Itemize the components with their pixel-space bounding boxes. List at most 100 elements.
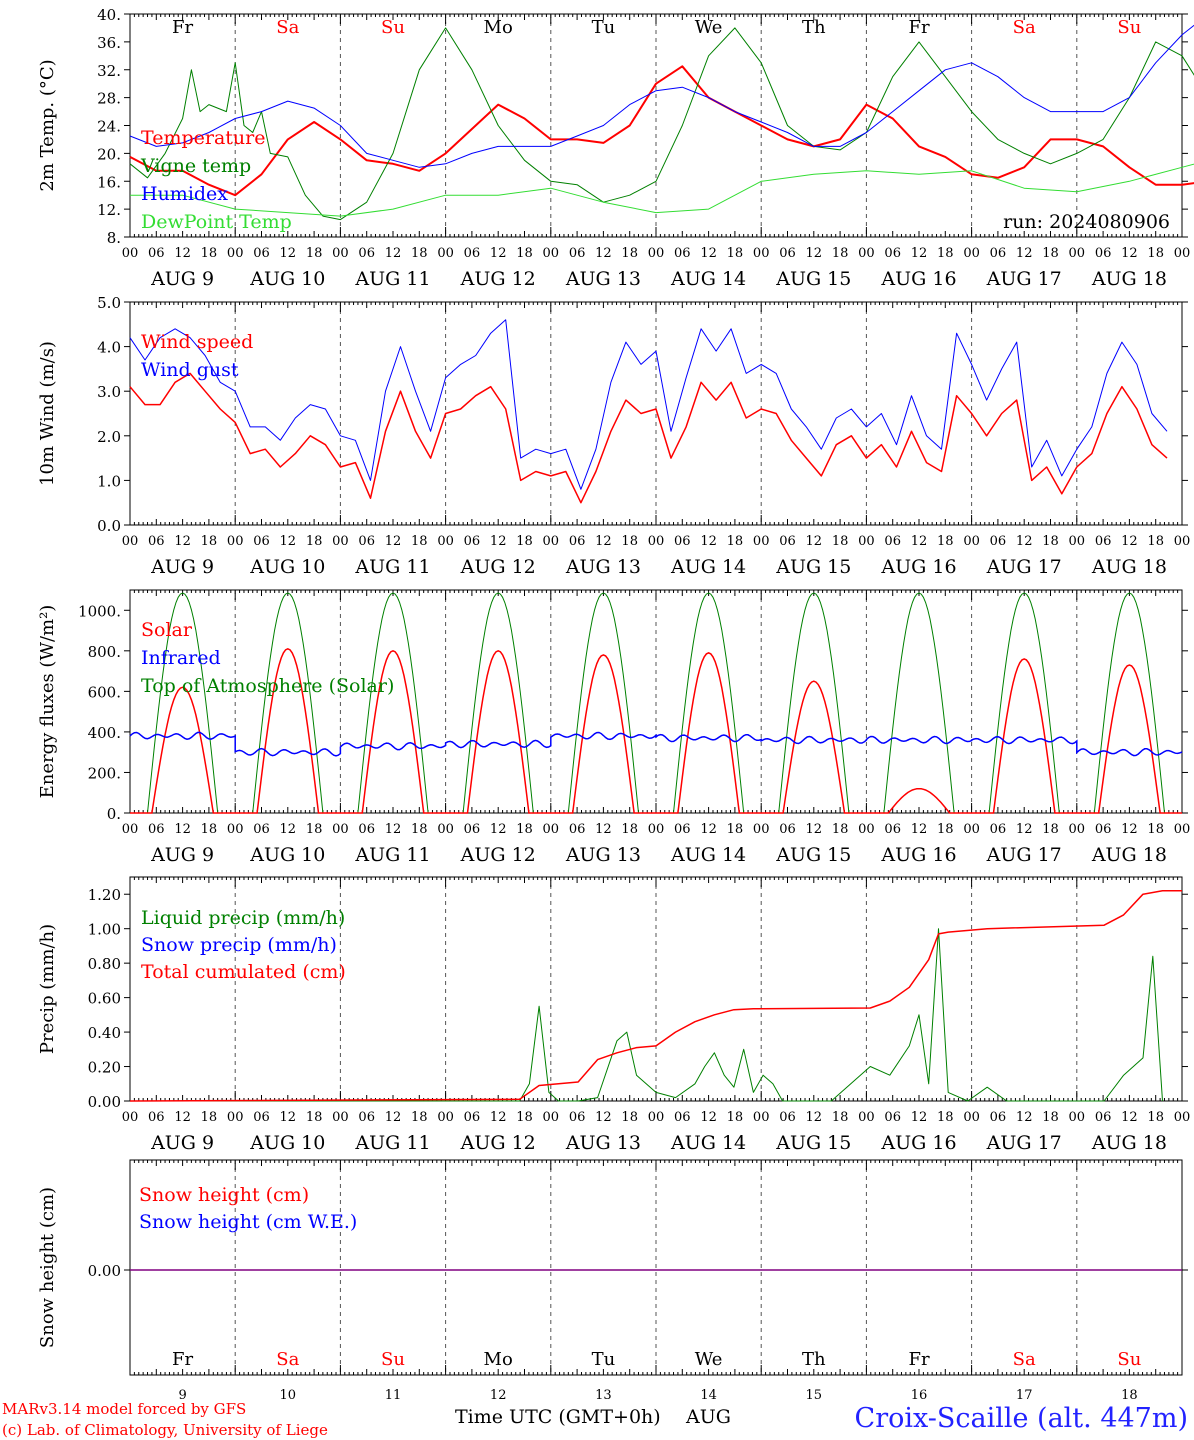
x-tick-label: 06 <box>884 534 901 549</box>
day-number-label: 16 <box>911 1388 928 1403</box>
x-tick-label: 06 <box>148 1110 165 1125</box>
date-label: AUG 13 <box>565 1132 641 1154</box>
x-tick-label: 00 <box>753 1110 770 1125</box>
y-tick-label: 24. <box>97 118 121 136</box>
x-tick-label: 06 <box>779 822 796 837</box>
x-tick-label: 00 <box>437 1110 454 1125</box>
weekday-label: Tu <box>592 17 616 38</box>
date-label: AUG 15 <box>775 1132 851 1154</box>
y-tick-label: 0.80 <box>88 955 121 973</box>
date-label: AUG 12 <box>460 556 536 578</box>
x-tick-label: 06 <box>779 1110 796 1125</box>
x-tick-label: 12 <box>490 534 507 549</box>
x-tick-label: 18 <box>727 1110 744 1125</box>
credit-line-1: MARv3.14 model forced by GFS <box>2 1400 246 1418</box>
series-temperature <box>129 65 1194 197</box>
x-tick-label: 18 <box>306 822 323 837</box>
y-tick-label: 28. <box>97 90 121 108</box>
x-tick-label: 12 <box>911 822 928 837</box>
date-label: AUG 17 <box>986 556 1062 578</box>
legend-item: Wind speed <box>141 331 253 353</box>
legend-item: Vigne temp <box>140 155 251 177</box>
x-tick-label: 00 <box>122 246 139 261</box>
run-label: run: 2024080906 <box>1003 211 1170 233</box>
x-tick-label: 12 <box>806 534 823 549</box>
x-tick-label: 06 <box>990 534 1007 549</box>
y-axis-label: Energy fluxes (W/m²) <box>37 605 58 799</box>
x-tick-label: 18 <box>1042 1110 1059 1125</box>
y-tick-label: 0.00 <box>88 1093 121 1111</box>
x-tick-label: 12 <box>174 1110 191 1125</box>
weekday-label: Su <box>381 17 405 38</box>
x-tick-label: 18 <box>621 1110 638 1125</box>
date-label: AUG 11 <box>354 844 430 866</box>
y-axis-label: Snow height (cm) <box>37 1187 58 1348</box>
x-tick-label: 18 <box>201 534 218 549</box>
x-tick-label: 12 <box>1121 1110 1138 1125</box>
x-tick-label: 00 <box>227 246 244 261</box>
x-tick-label: 12 <box>385 534 402 549</box>
day-number-label: 14 <box>700 1388 717 1403</box>
x-tick-label: 18 <box>411 822 428 837</box>
y-tick-label: 0.60 <box>88 990 121 1008</box>
date-label: AUG 16 <box>880 556 956 578</box>
x-tick-label: 18 <box>516 534 533 549</box>
x-tick-label: 00 <box>963 246 980 261</box>
legend-item: Humidex <box>141 183 228 205</box>
series-liquid-precip-mm-h- <box>130 928 1163 1102</box>
x-tick-label: 12 <box>1121 822 1138 837</box>
x-tick-label: 06 <box>253 246 270 261</box>
y-tick-label: 5.0 <box>97 294 121 312</box>
x-tick-label: 00 <box>1174 534 1191 549</box>
x-tick-label: 18 <box>516 822 533 837</box>
date-label: AUG 15 <box>775 268 851 290</box>
x-axis-title: Time UTC (GMT+0h) <box>455 1406 661 1428</box>
y-tick-label: 40. <box>97 6 121 24</box>
x-tick-label: 18 <box>411 534 428 549</box>
weekday-label: Fr <box>172 17 193 38</box>
y-tick-label: 0. <box>107 805 121 823</box>
date-label: AUG 16 <box>880 1132 956 1154</box>
x-tick-label: 06 <box>358 246 375 261</box>
weekday-label: Mo <box>484 1349 513 1370</box>
x-tick-label: 00 <box>122 1110 139 1125</box>
x-tick-label: 12 <box>280 822 297 837</box>
x-tick-label: 18 <box>306 534 323 549</box>
x-tick-label: 18 <box>832 1110 849 1125</box>
x-tick-label: 00 <box>543 1110 560 1125</box>
legend-item: Snow height (cm) <box>139 1184 309 1206</box>
x-tick-label: 12 <box>806 1110 823 1125</box>
credit-line-2: (c) Lab. of Climatology, University of L… <box>2 1421 328 1439</box>
date-label: AUG 18 <box>1091 556 1167 578</box>
x-tick-label: 06 <box>884 822 901 837</box>
date-label: AUG 9 <box>150 1132 214 1154</box>
y-tick-label: 20. <box>97 145 121 163</box>
x-tick-label: 00 <box>963 1110 980 1125</box>
date-label: AUG 10 <box>249 1132 325 1154</box>
x-tick-label: 00 <box>648 246 665 261</box>
x-tick-label: 12 <box>595 534 612 549</box>
x-tick-label: 00 <box>858 822 875 837</box>
x-tick-label: 06 <box>464 822 481 837</box>
x-tick-label: 00 <box>122 822 139 837</box>
x-tick-label: 06 <box>990 246 1007 261</box>
weekday-label: Fr <box>908 1349 929 1370</box>
x-tick-label: 18 <box>727 246 744 261</box>
x-tick-label: 12 <box>280 534 297 549</box>
x-tick-label: 18 <box>306 246 323 261</box>
weekday-label: Th <box>802 17 826 38</box>
x-tick-label: 12 <box>490 246 507 261</box>
x-tick-label: 06 <box>674 1110 691 1125</box>
x-tick-label: 00 <box>963 822 980 837</box>
y-tick-label: 0.40 <box>88 1024 121 1042</box>
x-tick-label: 12 <box>385 822 402 837</box>
day-number-label: 17 <box>1016 1388 1033 1403</box>
x-tick-label: 18 <box>1147 534 1164 549</box>
series-vigne-temp <box>129 27 1194 221</box>
x-tick-label: 12 <box>1016 1110 1033 1125</box>
x-tick-label: 06 <box>884 1110 901 1125</box>
x-tick-label: 12 <box>595 1110 612 1125</box>
x-tick-label: 06 <box>569 822 586 837</box>
x-tick-label: 06 <box>674 246 691 261</box>
y-tick-label: 400. <box>88 724 121 742</box>
